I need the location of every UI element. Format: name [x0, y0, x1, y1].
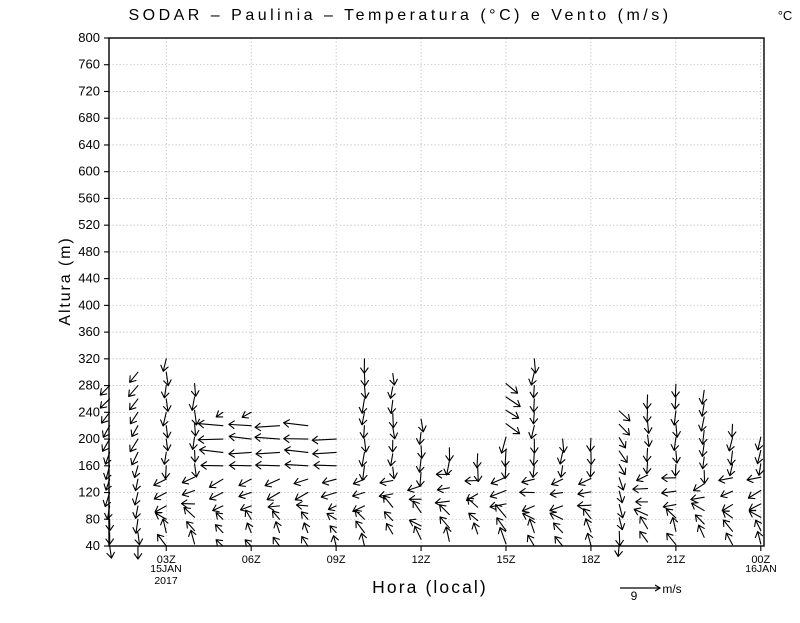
svg-text:320: 320	[78, 351, 100, 366]
svg-text:Altura (m): Altura (m)	[57, 236, 74, 325]
svg-text:440: 440	[78, 271, 100, 286]
svg-text:09Z: 09Z	[327, 554, 346, 566]
svg-text:520: 520	[78, 217, 100, 232]
svg-text:06Z: 06Z	[242, 554, 261, 566]
svg-text:800: 800	[78, 30, 100, 45]
svg-text:16JAN: 16JAN	[745, 563, 777, 575]
svg-text:18Z: 18Z	[581, 554, 600, 566]
svg-text:15JAN: 15JAN	[150, 563, 182, 575]
svg-text:680: 680	[78, 110, 100, 125]
svg-text:40: 40	[86, 538, 100, 553]
svg-text:480: 480	[78, 244, 100, 259]
svg-text:720: 720	[78, 83, 100, 98]
svg-text:760: 760	[78, 57, 100, 72]
svg-text:SODAR – Paulinia – Temperatura: SODAR – Paulinia – Temperatura (°C) e Ve…	[128, 7, 671, 24]
svg-text:80: 80	[86, 511, 100, 526]
svg-text:12Z: 12Z	[412, 554, 431, 566]
svg-text:280: 280	[78, 378, 100, 393]
svg-text:°C: °C	[778, 8, 793, 23]
svg-text:15Z: 15Z	[497, 554, 516, 566]
svg-text:9: 9	[631, 589, 638, 603]
svg-text:Hora (local): Hora (local)	[372, 577, 488, 597]
svg-text:m/s: m/s	[662, 582, 681, 596]
svg-text:120: 120	[78, 485, 100, 500]
svg-text:240: 240	[78, 404, 100, 419]
svg-text:21Z: 21Z	[666, 554, 685, 566]
svg-text:360: 360	[78, 324, 100, 339]
svg-text:160: 160	[78, 458, 100, 473]
svg-text:400: 400	[78, 297, 100, 312]
svg-text:200: 200	[78, 431, 100, 446]
svg-text:640: 640	[78, 137, 100, 152]
svg-text:600: 600	[78, 164, 100, 179]
svg-text:560: 560	[78, 190, 100, 205]
svg-text:2017: 2017	[154, 575, 178, 587]
